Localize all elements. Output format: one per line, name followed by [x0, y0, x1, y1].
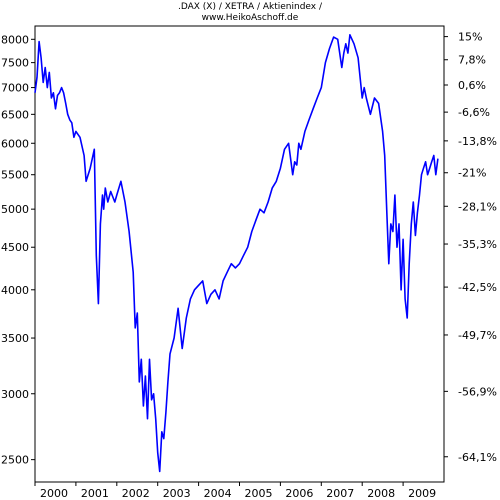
x-tick-label-1: 2001: [81, 487, 109, 500]
x-tick-label-9: 2009: [408, 487, 436, 500]
left-tick-label-6: 5000: [1, 203, 29, 216]
x-tick-label-7: 2007: [326, 487, 354, 500]
right-tick-label-2: 0,6%: [458, 79, 486, 92]
chart-title-line1: .DAX (X) / XETRA / Aktienindex /: [177, 2, 323, 12]
series-line-0: [34, 33, 439, 473]
right-tick-label-7: -35,3%: [458, 238, 497, 251]
x-tick-label-5: 2005: [245, 487, 273, 500]
left-tick-label-5: 5500: [1, 169, 29, 182]
x-axis: 2000 2001 2002 2003 2004 2005 2006 2007 2008 2009: [34, 482, 436, 500]
right-tick-label-1: 7,8%: [458, 54, 486, 67]
left-tick-label-2: 7000: [1, 82, 29, 95]
chart-title-line2: www.HeikoAschoff.de: [201, 13, 299, 23]
right-tick-label-5: -21%: [458, 167, 486, 180]
x-tick-label-0: 2000: [40, 487, 68, 500]
right-tick-label-4: -13,8%: [458, 135, 497, 148]
right-tick-label-9: -49,7%: [458, 329, 497, 342]
left-y-axis: 8000 7500 7000 6500 6000 5500 5000 4500 4000 3500…: [1, 33, 35, 467]
left-tick-label-4: 6000: [1, 137, 29, 150]
left-tick-label-1: 7500: [1, 57, 29, 70]
right-tick-label-6: -28,1%: [458, 200, 497, 213]
x-tick-label-8: 2008: [367, 487, 395, 500]
right-tick-label-0: 15%: [458, 31, 482, 44]
series-layer: [34, 33, 439, 473]
left-tick-label-0: 8000: [1, 33, 29, 46]
x-tick-label-4: 2004: [204, 487, 232, 500]
right-tick-label-8: -42,5%: [458, 281, 497, 294]
right-tick-label-3: -6,6%: [458, 106, 490, 119]
x-tick-label-3: 2003: [163, 487, 191, 500]
left-tick-label-10: 3000: [1, 388, 29, 401]
right-tick-label-10: -56,9%: [458, 385, 497, 398]
left-tick-label-7: 4500: [1, 241, 29, 254]
left-tick-label-9: 3500: [1, 332, 29, 345]
x-tick-label-6: 2006: [285, 487, 313, 500]
x-tick-label-2: 2002: [122, 487, 150, 500]
left-tick-label-11: 2500: [1, 454, 29, 467]
left-tick-label-8: 4000: [1, 284, 29, 297]
right-y-axis: 15% 7,8% 0,6% -6,6% -13,8% -21% -28,1% -35,3% -4…: [444, 31, 497, 464]
left-tick-label-3: 6500: [1, 108, 29, 121]
right-tick-label-11: -64,1%: [458, 451, 497, 464]
